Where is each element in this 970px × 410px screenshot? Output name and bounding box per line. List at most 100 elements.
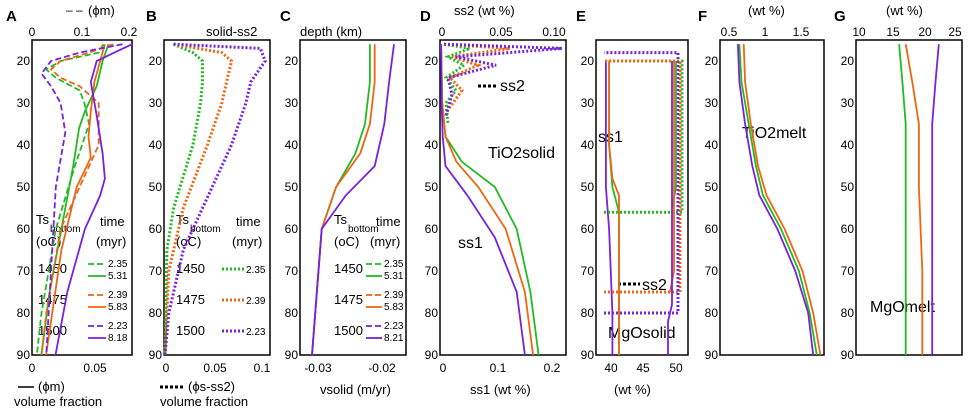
depth-tick-label: 50 [581,180,595,194]
depth-tick-label: 20 [17,54,31,68]
chart-curves [35,42,940,356]
a-bottom-tick-0: 0 [29,361,36,375]
series-line-e-ss2-orange [604,59,682,294]
b-bottom-label-line-text: (ϕs-ss2) [188,379,235,394]
depth-tick-label: 80 [841,306,855,320]
legend-a-t2-1: 5.83 [108,302,128,313]
depth-tick-label: 30 [285,96,299,110]
panel-letter-a: A [6,8,17,25]
depth-tick-label: 40 [841,138,855,152]
depth-tick-label: 70 [425,264,439,278]
panel-letter-e: E [576,8,586,25]
depth-tick-label: 20 [581,54,595,68]
series-line-g-1 [904,44,924,355]
panel-f-axis-text: (wt %) 0.5 1 1.5 TiO2melt [721,3,810,142]
e-annot-mgo: MgOsolid [608,325,676,342]
depth-tick-label: 80 [149,306,163,320]
panel-e-frame [595,39,689,356]
legend-c-time: time [376,214,401,229]
a-top-label-prefix: – – [66,3,83,17]
d-top-tick-2: 0.10 [542,25,566,39]
depth-tick-label: 50 [17,180,31,194]
depth-tick-label: 30 [17,96,31,110]
series-line-a-4 [40,43,123,356]
series-line-a-2 [40,43,114,356]
depth-tick-label: 90 [425,348,439,362]
depth-tick-label: 50 [149,180,163,194]
legend-a-T: Ts [36,212,50,227]
d-top-label: ss2 (wt %) [454,3,515,18]
legend-b-myr: (myr) [232,234,262,249]
depth-tick-label: 90 [17,348,31,362]
f-annot-tio2: TiO2melt [742,125,807,142]
a-top-label: (ϕm) [88,3,115,18]
e-bottom-tick-1: 45 [636,361,650,375]
panel-b-frame [163,39,271,356]
legend-c-myr: (myr) [370,234,400,249]
panel-letter-d: D [420,8,431,25]
panel-a-axis-text: 0 0.1 0.2 – – (ϕm) 0 0.05 (ϕm) volume fr… [14,3,138,409]
panel-g-axis-text: (wt %) 10 15 20 25 MgOmelt [852,3,962,316]
depth-tick-label: 80 [285,306,299,320]
depth-tick-label: 40 [149,138,163,152]
f-top-tick-0: 0.5 [721,25,738,39]
panel-e-axis-text: 40 45 50 (wt %) ss1 ss2 MgOsolid [598,129,683,397]
d-annot-ss1: ss1 [458,235,483,252]
depth-tick-label: 30 [581,96,595,110]
depth-tick-label: 90 [149,348,163,362]
legend-c-unit: (oC) [334,234,359,249]
series-line-d-2 [440,44,526,356]
legend-b-temp-1: 1475 [176,292,205,307]
g-top-tick-1: 15 [886,25,900,39]
legend-c-t1-2: 2.23 [384,321,404,332]
depth-tick-label: 40 [285,138,299,152]
legend-a-sub: bottom [50,224,81,235]
depth-tick-label: 60 [285,222,299,236]
legend-c-temp-2: 1500 [334,323,363,338]
legend-a-time: time [100,214,125,229]
legend-b-t1-0: 2.35 [246,265,266,276]
series-line-c-0 [311,44,371,356]
series-line-f-1 [742,44,822,356]
f-top-label: (wt %) [748,3,785,18]
depth-tick-label: 30 [425,96,439,110]
series-line-e-2 [605,61,614,355]
legend-b-t1-1: 2.39 [246,296,266,307]
legend-a-t1-2: 2.23 [108,321,128,332]
depth-tick-label: 80 [17,306,31,320]
e-bottom-label: (wt %) [614,382,651,397]
legend-c-t2-0: 5.31 [384,271,404,282]
panel-c-axis-text: depth (km) -0.03 -0.02 vsolid (m/yr) [300,24,396,397]
depth-tick-label: 40 [17,138,31,152]
legend-b-sub: bottom [190,224,221,235]
b-bottom-tick-2: 0.1 [254,361,271,375]
f-top-tick-2: 1.5 [793,25,810,39]
depth-tick-label: 40 [705,138,719,152]
series-line-b-1 [163,42,234,356]
legend-a-t2-2: 8.18 [108,333,128,344]
series-line-a-3 [45,43,106,356]
depth-tick-label: 40 [425,138,439,152]
legend-c-t1-1: 2.39 [384,290,404,301]
g-top-tick-3: 25 [948,25,962,39]
legend-c-sub: bottom [348,224,379,235]
legend-c-t2-1: 5.83 [384,302,404,313]
series-line-b-2 [163,42,267,356]
legend-c-T: Ts [334,212,348,227]
panel-letters: A B C D E F G [6,8,846,25]
c-bottom-label: vsolid (m/yr) [320,382,391,397]
depth-tick-label: 60 [17,222,31,236]
depth-tick-label: 50 [425,180,439,194]
b-bottom-label: volume fraction [160,394,248,409]
legend-c-temp-0: 1450 [334,261,363,276]
series-line-g-2 [931,44,940,355]
legend-c-temp-1: 1475 [334,292,363,307]
e-bottom-tick-0: 40 [604,361,618,375]
depth-tick-label: 70 [149,264,163,278]
e-annot-ss2: ss2 [642,277,667,294]
panel-letter-g: G [834,8,846,25]
depth-tick-label: 60 [425,222,439,236]
depth-tick-label: 30 [149,96,163,110]
series-line-c-2 [311,44,395,356]
series-line-d-ss2-purple [443,42,563,117]
